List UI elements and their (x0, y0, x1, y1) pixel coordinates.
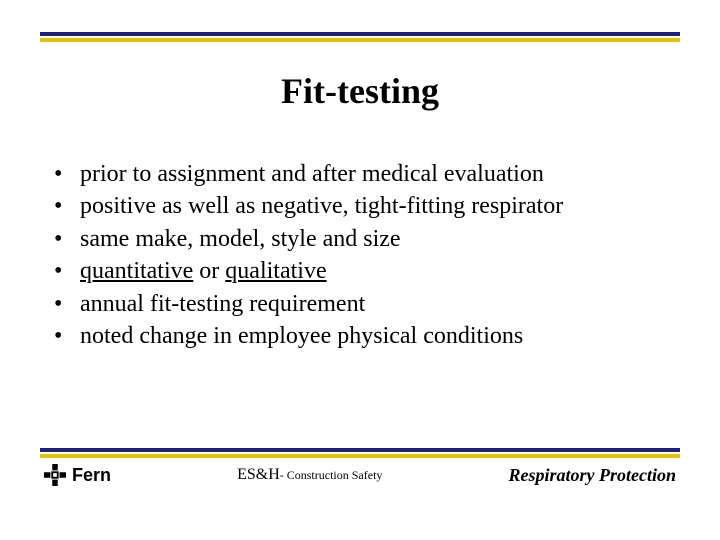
list-item: annual fit-testing requirement (48, 288, 680, 320)
footer: Fern ES&H- Construction Safety Respirato… (40, 448, 680, 486)
slide: Fit-testing prior to assignment and afte… (0, 0, 720, 540)
underlined-term: quantitative (80, 258, 193, 284)
footer-center-suffix: - Construction Safety (280, 468, 383, 482)
text-span: or (193, 258, 225, 284)
logo-text: Fern (72, 465, 111, 486)
list-item: same make, model, style and size (48, 223, 680, 255)
logo-icon (44, 464, 66, 486)
list-item: noted change in employee physical condit… (48, 320, 680, 352)
content-area: prior to assignment and after medical ev… (40, 158, 680, 352)
underlined-term: qualitative (225, 258, 326, 284)
slide-title: Fit-testing (40, 70, 680, 112)
footer-decorative-bar (40, 448, 680, 458)
list-item: prior to assignment and after medical ev… (48, 158, 680, 190)
list-item: quantitative or qualitative (48, 255, 680, 287)
footer-right: Respiratory Protection (509, 465, 677, 486)
top-decorative-bar (40, 32, 680, 42)
list-item: positive as well as negative, tight-fitt… (48, 190, 680, 222)
footer-row: Fern ES&H- Construction Safety Respirato… (40, 464, 680, 486)
footer-center-prefix: ES&H (237, 466, 280, 483)
logo: Fern (44, 464, 111, 486)
footer-center: ES&H- Construction Safety (111, 466, 508, 484)
bullet-list: prior to assignment and after medical ev… (48, 158, 680, 352)
